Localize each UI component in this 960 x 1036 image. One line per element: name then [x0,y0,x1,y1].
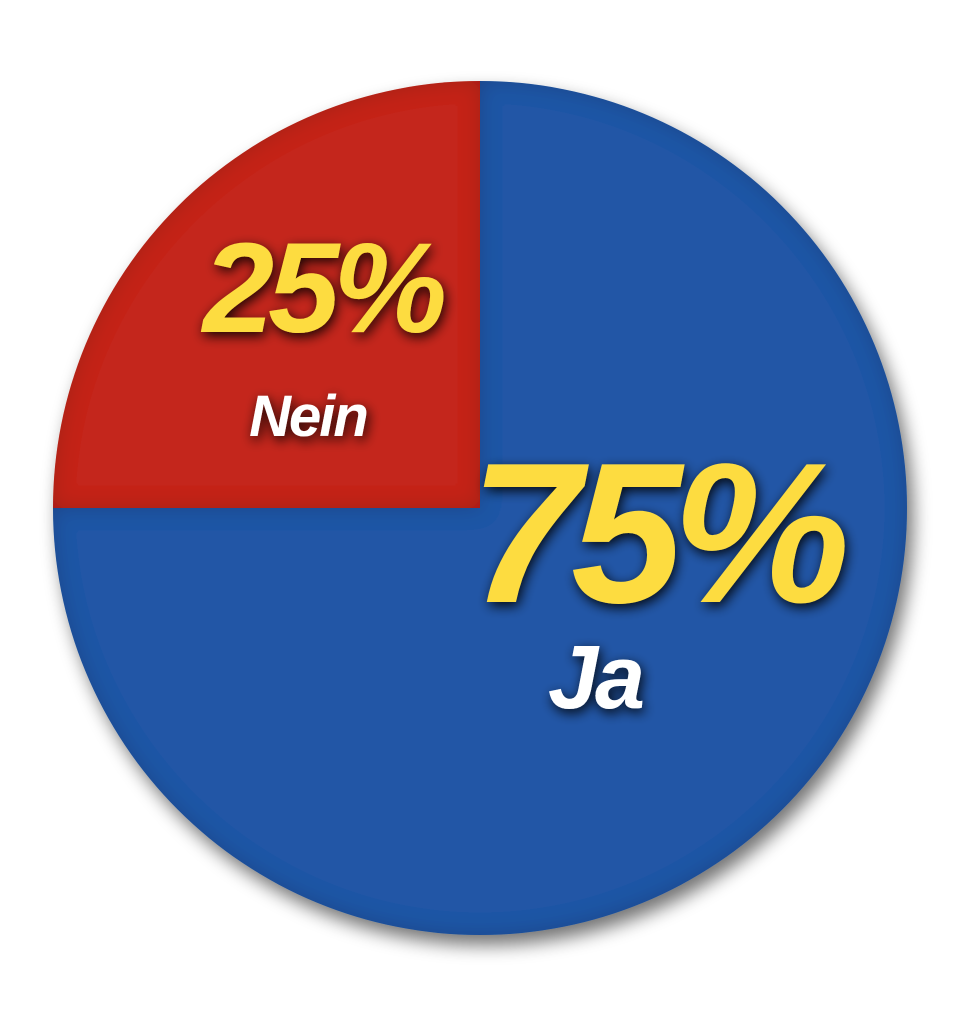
pie-labels: 25% Nein 75% Ja [201,217,855,728]
slice-category-label-ja: Ja [548,628,643,728]
pie-slices [53,81,907,935]
slice-value-label-nein: 25% [201,217,444,360]
slice-value-label-ja: 75% [470,422,845,645]
slice-category-label-nein: Nein [249,384,367,449]
pie-slice-nein [53,81,480,508]
pie-slice-ja [53,81,907,935]
